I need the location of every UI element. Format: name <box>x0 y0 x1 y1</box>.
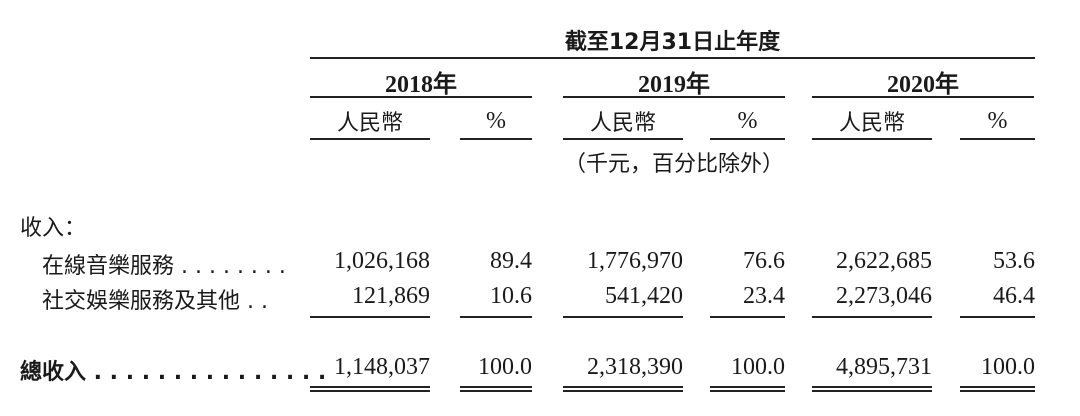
pct-header-2019: % <box>737 108 758 134</box>
subtotal-rule <box>710 316 785 318</box>
subtotal-rule <box>960 316 1035 318</box>
subheader-rule <box>812 138 932 140</box>
cell-value: 1,148,037 <box>334 354 430 380</box>
cell-value: 2,622,685 <box>836 248 932 274</box>
cell-value: 89.4 <box>490 248 532 274</box>
year-header-2019: 2019年 <box>638 72 710 98</box>
cell-value: 1,776,970 <box>587 248 683 274</box>
subheader-rule <box>460 138 532 140</box>
subtotal-rule <box>310 316 430 318</box>
cell-value: 4,895,731 <box>836 354 932 380</box>
double-rule <box>960 386 1035 392</box>
double-rule <box>710 386 785 392</box>
double-rule <box>310 386 430 392</box>
year-rule-2020 <box>812 96 1034 98</box>
subheader-rule <box>563 138 683 140</box>
cell-value: 2,318,390 <box>587 354 683 380</box>
cell-value: 46.4 <box>993 283 1035 309</box>
section-label-revenue: 收入： <box>20 216 87 241</box>
unit-note: （千元，百分比除外） <box>563 152 784 177</box>
year-rule-2019 <box>563 96 785 98</box>
cell-value: 2,273,046 <box>836 283 932 309</box>
cell-value: 23.4 <box>743 283 785 309</box>
cell-value: 1,026,168 <box>334 248 430 274</box>
cell-value: 76.6 <box>743 248 785 274</box>
cell-value: 100.0 <box>981 354 1035 380</box>
cell-value: 100.0 <box>731 354 785 380</box>
double-rule <box>812 386 932 392</box>
row-label-online-music: 在線音樂服務 . . . . . . . . <box>42 254 286 279</box>
subheader-rule <box>710 138 785 140</box>
rmb-header-2018: 人民幣 <box>336 111 403 136</box>
cell-value: 541,420 <box>605 283 683 309</box>
rmb-header-2020: 人民幣 <box>838 111 905 136</box>
pct-header-2018: % <box>486 108 506 134</box>
subtotal-rule <box>812 316 932 318</box>
pct-header-2020: % <box>987 108 1008 134</box>
year-header-2020: 2020年 <box>887 72 959 98</box>
period-title: 截至12月31日止年度 <box>564 30 781 55</box>
cell-value: 53.6 <box>993 248 1035 274</box>
row-label-social-entertainment: 社交娛樂服務及其他 . . <box>42 289 268 314</box>
year-header-2018: 2018年 <box>385 72 457 98</box>
subheader-rule <box>310 138 430 140</box>
period-title-rule <box>310 57 1035 59</box>
subheader-rule <box>960 138 1035 140</box>
subtotal-rule <box>460 316 532 318</box>
double-rule <box>563 386 683 392</box>
rmb-header-2019: 人民幣 <box>589 111 656 136</box>
subtotal-rule <box>563 316 683 318</box>
cell-value: 10.6 <box>490 283 532 309</box>
total-revenue-label: 總收入 . . . . . . . . . . . . . . . <box>20 360 327 385</box>
double-rule <box>460 386 532 392</box>
cell-value: 100.0 <box>478 354 532 380</box>
cell-value: 121,869 <box>352 283 430 309</box>
year-rule-2018 <box>310 96 532 98</box>
